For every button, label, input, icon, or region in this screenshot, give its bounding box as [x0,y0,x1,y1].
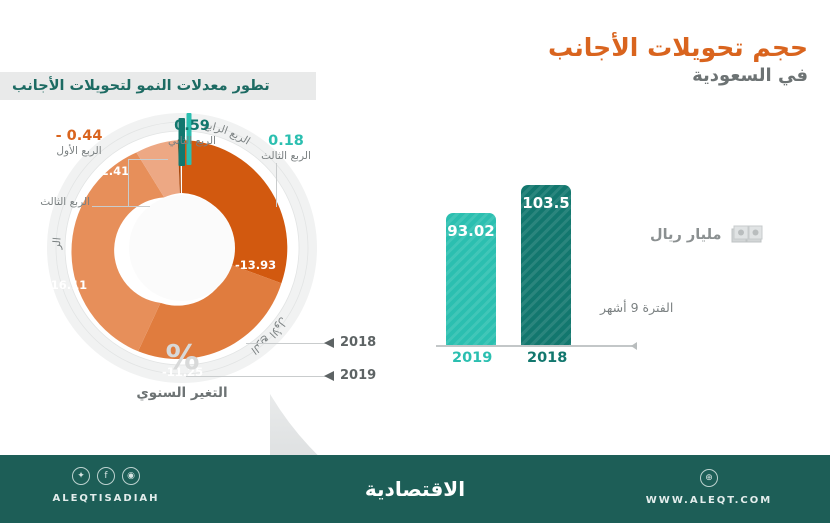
donut-chart-svg: الربع الرابع الربع الأول الربع الثاني [22,110,317,383]
period-label: الفترة 9 أشهر [600,300,674,315]
footer-social-group: ◉ f ✦ ALEQTISADIAH [46,467,166,504]
leader-line-2018 [246,343,332,344]
footer-website-group: ⊕ WWW.ALEQT.COM [634,469,784,506]
segment-q4-2019 [182,140,288,284]
globe-icon[interactable]: ⊕ [700,469,718,487]
leader-line-2019 [186,376,332,377]
page-title: حجم تحويلات الأجانب في السعودية [547,33,808,86]
callout-q2-label: الربع الثاني [168,135,216,148]
ring-value-q1: 11.25- [162,365,204,379]
bar-2019-value: 93.02 [447,222,495,240]
ring-value-q4: 13.93- [235,258,277,272]
section-banner: تطور معدلات النمو لتحويلات الأجانب [0,72,316,100]
footer-bar: ◉ f ✦ ALEQTISADIAH الاقتصادية ⊕ WWW.ALEQ… [0,455,830,523]
twitter-icon[interactable]: ✦ [72,467,90,485]
callout-q2-2018: 0.59 الربع الثاني [150,118,234,147]
instagram-icon[interactable]: ◉ [122,467,140,485]
bar-q2-2018 [178,118,185,166]
banknotes-icon [731,225,763,243]
center-percent-icon: % [165,338,199,378]
leader-line-q3-outer [92,206,150,207]
legend-2019: 2019 [340,368,377,383]
callout-q3-label: الربع الثالث [261,150,311,163]
callout-q3-outer: الربع الثالث [14,196,90,208]
unit-label-group: مليار ريال [650,222,764,248]
callout-q3-value: 0.18 [268,133,304,149]
bar-xtick-2019: 2019 [452,350,493,366]
leader-line-q1 [128,160,129,206]
bar-chart: 93.02 103.5 [446,170,586,345]
footer-url[interactable]: WWW.ALEQT.COM [645,495,773,506]
callout-q1-value: 0.44 - [55,128,103,144]
legend-arrows [324,338,334,381]
globe-icon-wrap: ⊕ [634,469,784,487]
bar-xtick-2018: 2018 [527,350,568,366]
footer-brand-logo: الاقتصادية [364,477,466,501]
unit-label: مليار ريال [650,227,722,243]
bar-2019: 93.02 [446,213,496,345]
donut-center-hole [129,195,235,301]
footer-handle: ALEQTISADIAH [52,493,160,504]
callout-q3-outer-label: الربع الثالث [40,196,90,208]
callout-q2-value: 0.59 [174,118,210,134]
bar-2018-value: 103.5 [522,194,570,212]
bar-chart-baseline [436,342,637,349]
section-banner-label: تطور معدلات النمو لتحويلات الأجانب [12,78,270,94]
page-title-line1: حجم تحويلات الأجانب [547,33,808,62]
center-label: التغير السنوي [136,385,228,401]
leader-line-q3 [276,163,277,207]
legend-2018: 2018 [340,335,377,350]
segment-q2-2019 [71,152,165,352]
ring-value-q2: 16.11- [46,278,88,292]
bar-q3-2018 [186,113,192,165]
facebook-icon[interactable]: f [97,467,115,485]
donut-chart: الربع الرابع الربع الأول الربع الثاني 13… [22,110,362,440]
callout-q3-2018: 0.18 الربع الثالث [246,133,326,162]
segment-q3-2019 [136,140,180,198]
leader-line-q1-h [128,159,168,160]
page-title-line2: في السعودية [692,64,808,86]
bar-2018: 103.5 [521,185,571,345]
ring-value-q3: 2.41- [96,164,130,178]
callout-q1-2018: 0.44 - الربع الأول [36,128,122,157]
callout-q1-label: الربع الأول [56,145,102,158]
segment-q1-2019 [138,264,282,360]
social-icons: ◉ f ✦ [46,467,166,485]
